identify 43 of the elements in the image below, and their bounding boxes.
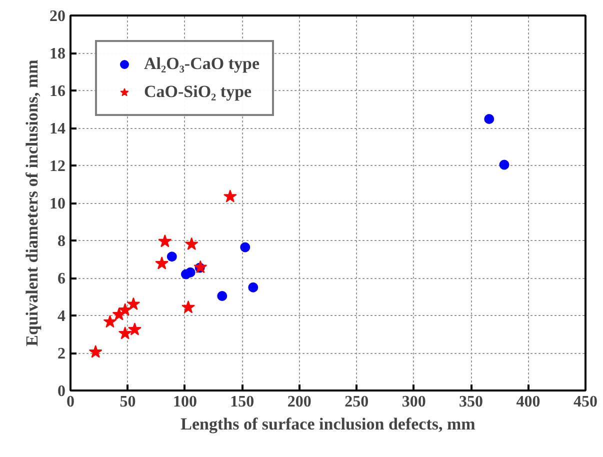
x-tick-label: 50 bbox=[120, 394, 136, 410]
point bbox=[155, 256, 169, 270]
y-tick-label: 0 bbox=[58, 383, 66, 400]
point bbox=[484, 114, 494, 124]
y-tick-label: 14 bbox=[50, 120, 66, 138]
x-tick-label: 200 bbox=[287, 394, 312, 410]
y-tick-label: 16 bbox=[50, 83, 66, 100]
point bbox=[88, 345, 102, 358]
point bbox=[240, 242, 250, 252]
point bbox=[248, 282, 258, 292]
point bbox=[194, 260, 208, 274]
x-axis-title: Lengths of surface inclusion defects, mm bbox=[180, 414, 476, 434]
x-tick-label: 350 bbox=[459, 394, 484, 410]
x-tick-label: 150 bbox=[230, 394, 254, 410]
x-tick-label: 400 bbox=[516, 394, 540, 410]
point bbox=[166, 252, 177, 262]
y-tick-label: 18 bbox=[50, 46, 66, 62]
x-tick-label: 100 bbox=[172, 394, 197, 410]
point bbox=[223, 190, 237, 202]
y-tick-label: 2 bbox=[58, 346, 66, 362]
legend-label: CaO-SiO₂ type bbox=[144, 82, 252, 102]
point bbox=[182, 300, 195, 314]
point bbox=[118, 303, 132, 316]
point bbox=[158, 234, 172, 248]
y-tick-label: 12 bbox=[50, 158, 66, 175]
y-tick-label: 10 bbox=[50, 196, 66, 212]
y-tick-label: 8 bbox=[58, 233, 66, 250]
y-tick-label: 6 bbox=[58, 270, 66, 288]
point bbox=[185, 267, 196, 278]
point bbox=[499, 160, 510, 170]
x-tick-label: 250 bbox=[344, 394, 369, 410]
point bbox=[128, 322, 142, 336]
point bbox=[103, 314, 117, 328]
y-tick-label: 4 bbox=[58, 308, 66, 325]
legend-label: Al₂O₃-CaO type bbox=[144, 54, 260, 74]
point bbox=[126, 297, 140, 310]
point bbox=[118, 326, 132, 340]
x-tick-label: 300 bbox=[402, 394, 426, 410]
x-tick-label: 450 bbox=[574, 394, 598, 410]
point bbox=[217, 291, 228, 301]
y-tick-label: 20 bbox=[50, 8, 66, 25]
y-axis-title: Equivalent diameters of inclusions, mm bbox=[22, 60, 42, 346]
point bbox=[184, 237, 198, 250]
